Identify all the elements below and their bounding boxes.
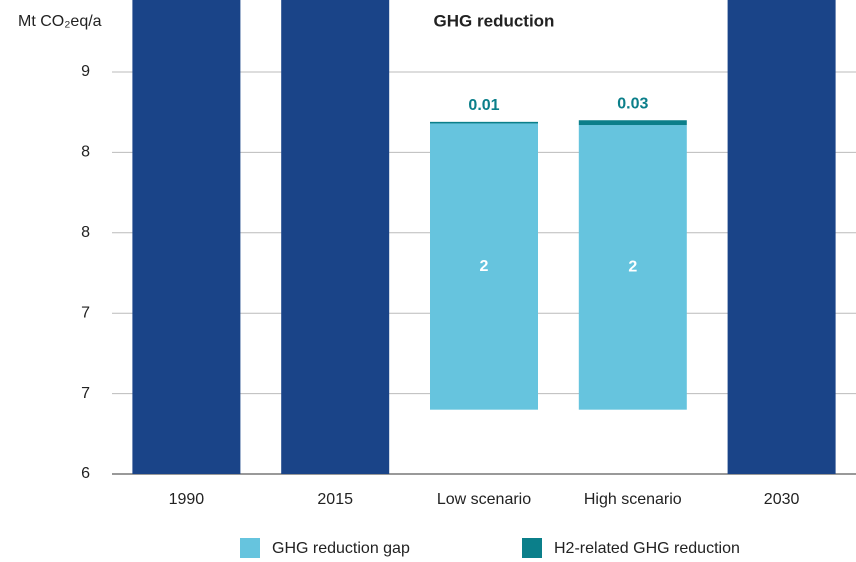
bar bbox=[727, 0, 836, 475]
y-axis-label: Mt CO₂eq/a bbox=[18, 13, 102, 30]
data-label: 2 bbox=[628, 259, 637, 276]
x-tick-label: 2030 bbox=[764, 491, 800, 508]
y-tick-label: 6 bbox=[81, 465, 90, 482]
bar bbox=[281, 0, 390, 474]
y-tick-label: 9 bbox=[81, 63, 90, 80]
legend-label: H2-related GHG reduction bbox=[554, 540, 740, 557]
y-tick-label: 8 bbox=[81, 224, 90, 241]
legend-swatch bbox=[522, 538, 542, 558]
legend-label: GHG reduction gap bbox=[272, 540, 410, 557]
data-label: 0.03 bbox=[617, 95, 648, 112]
x-tick-label: 1990 bbox=[169, 491, 205, 508]
y-tick-label: 7 bbox=[81, 385, 90, 402]
data-label: 0.01 bbox=[468, 97, 499, 114]
chart-title: GHG reduction bbox=[434, 11, 555, 30]
bar bbox=[430, 121, 538, 124]
bar bbox=[578, 120, 687, 126]
bar bbox=[430, 123, 538, 410]
bar bbox=[132, 0, 241, 474]
x-tick-label: High scenario bbox=[584, 491, 682, 508]
bar bbox=[578, 125, 687, 410]
x-tick-label: Low scenario bbox=[437, 491, 531, 508]
legend-swatch bbox=[240, 538, 260, 558]
y-tick-label: 8 bbox=[81, 144, 90, 161]
data-label: 2 bbox=[480, 258, 489, 275]
x-tick-label: 2015 bbox=[317, 491, 353, 508]
y-tick-label: 7 bbox=[81, 304, 90, 321]
